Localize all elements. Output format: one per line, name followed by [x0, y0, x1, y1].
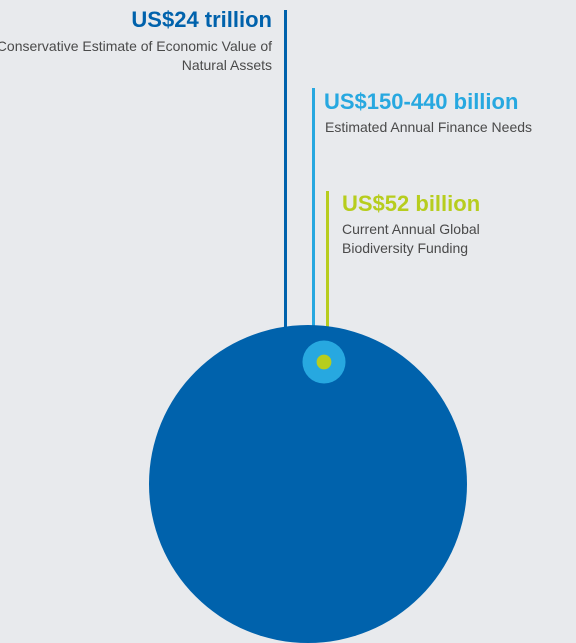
- finance-needs-description: Estimated Annual Finance Needs: [325, 119, 533, 135]
- natural-assets-value: US$24 trillion: [131, 7, 272, 32]
- biodiversity-funding-value: US$52 billion: [342, 191, 481, 216]
- finance-needs-value: US$150-440 billion: [324, 89, 519, 114]
- natural-assets-description: Conservative Estimate of Economic Value …: [0, 38, 272, 73]
- circle-natural-assets: [149, 325, 467, 643]
- biodiversity-funding-description: Current Annual Global Biodiversity Fundi…: [342, 221, 480, 256]
- circle-biodiversity-funding: [316, 354, 332, 370]
